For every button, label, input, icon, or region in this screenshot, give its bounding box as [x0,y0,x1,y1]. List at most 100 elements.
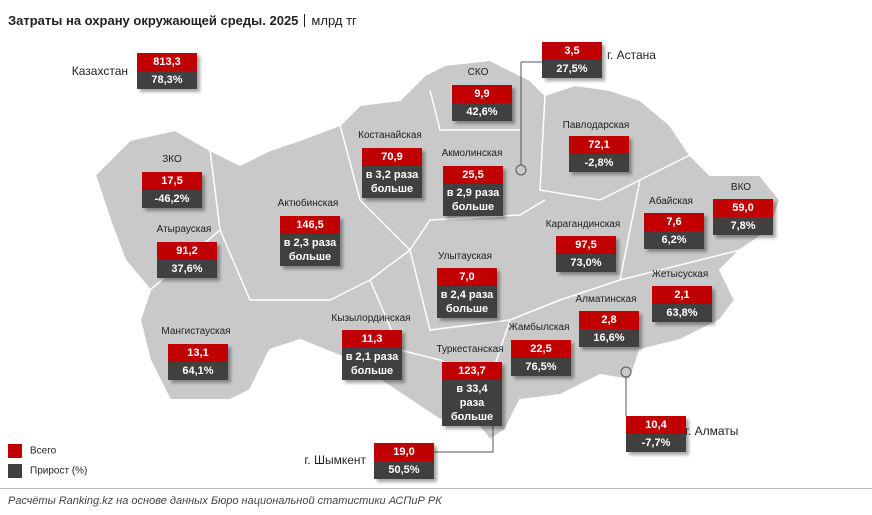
growth-value: 63,8% [652,304,712,322]
total-value: 72,1 [569,136,629,154]
total-value: 97,5 [556,236,616,254]
region-box: 10,4 -7,7% [626,416,686,452]
legend-label: Всего [30,445,57,457]
total-value: 25,5 [443,166,503,184]
growth-value: -46,2% [142,190,202,208]
growth-value: 78,3% [137,71,197,89]
region-box: 2,1 63,8% [652,286,712,322]
growth-value: -7,7% [626,434,686,452]
region-box: 13,1 64,1% [168,344,228,380]
region-box: 3,5 27,5% [542,42,602,78]
total-value: 2,8 [579,311,639,329]
region-name: г. Алматы [685,424,739,438]
growth-value: в 2,9 раза больше [443,184,503,216]
region-box: 17,5 -46,2% [142,172,202,208]
total-value: 10,4 [626,416,686,434]
region-box: 72,1 -2,8% [569,136,629,172]
divider [0,488,872,489]
region-box: 91,2 37,6% [157,242,217,278]
region-box: 25,5 в 2,9 раза больше [443,166,503,216]
region-name: Атырауская [156,224,212,235]
almaty-dot [620,366,632,378]
growth-value: 73,0% [556,254,616,272]
legend-growth: Прирост (%) [8,464,87,478]
total-value: 813,3 [137,53,197,71]
region-box: 146,5 в 2,3 раза больше [280,216,340,266]
total-value: 19,0 [374,443,434,461]
region-name: Мангистауская [161,326,231,337]
growth-value: 7,8% [713,217,773,235]
growth-value: в 33,4 раза больше [442,380,502,426]
title: Затраты на охрану окружающей среды. 2025… [8,13,357,28]
shymkent-pointer [434,416,494,453]
growth-value: 37,6% [157,260,217,278]
region-box: 2,8 16,6% [579,311,639,347]
region-box: 9,9 42,6% [452,85,512,121]
total-value: 7,0 [437,268,497,286]
total-value: 7,6 [644,213,704,231]
astana-dot [515,164,527,176]
region-name: Костанайская [358,130,422,141]
region-box: 97,5 73,0% [556,236,616,272]
growth-value: 50,5% [374,461,434,479]
region-name: Жетысуская [651,269,709,280]
title-text: Затраты на охрану окружающей среды. 2025 [8,13,299,28]
region-name: Абайская [649,196,693,207]
region-box: 7,6 6,2% [644,213,704,249]
total-value: 11,3 [342,330,402,348]
growth-value: -2,8% [569,154,629,172]
growth-value: 42,6% [452,103,512,121]
region-name: Туркестанская [436,344,504,355]
region-name: Актюбинская [277,198,339,209]
region-name: Улытауская [437,251,493,262]
region-name: Казахстан [71,64,128,78]
total-value: 70,9 [362,148,422,166]
total-value: 17,5 [142,172,202,190]
region-name: г. Астана [607,48,656,62]
growth-value: в 2,1 раза больше [342,348,402,380]
total-value: 123,7 [442,362,502,380]
region-name: Карагандинская [545,219,621,230]
region-name: Павлодарская [562,120,630,131]
growth-value: 76,5% [511,358,571,376]
legend-total: Всего [8,444,56,458]
total-value: 9,9 [452,85,512,103]
total-value: 3,5 [542,42,602,60]
total-value: 2,1 [652,286,712,304]
region-name: Жамбылская [508,322,570,333]
growth-value: в 2,4 раза больше [437,286,497,318]
legend-label: Прирост (%) [30,465,88,477]
total-value: 146,5 [280,216,340,234]
region-box: 123,7 в 33,4 раза больше [442,362,502,426]
total-value: 91,2 [157,242,217,260]
region-name: СКО [467,67,489,78]
growth-value: 64,1% [168,362,228,380]
total-value: 22,5 [511,340,571,358]
total-value: 59,0 [713,199,773,217]
region-box: 7,0 в 2,4 раза больше [437,268,497,318]
region-name: ЗКО [162,154,182,165]
region-box: 19,0 50,5% [374,443,434,479]
region-box: 813,3 78,3% [137,53,197,89]
region-name: Алматинская [575,294,637,305]
growth-value: 6,2% [644,231,704,249]
region-name: Акмолинская [441,148,503,159]
region-name: Кызылординская [331,313,411,324]
growth-value: в 2,3 раза больше [280,234,340,266]
total-value: 13,1 [168,344,228,362]
unit: млрд тг [311,13,357,28]
region-box: 11,3 в 2,1 раза больше [342,330,402,380]
region-name: ВКО [730,182,752,193]
region-box: 70,9 в 3,2 раза больше [362,148,422,198]
region-box: 59,0 7,8% [713,199,773,235]
borders [149,89,741,381]
separator [304,14,306,27]
source: Расчёты Ranking.kz на основе данных Бюро… [8,495,442,507]
growth-value: в 3,2 раза больше [362,166,422,198]
region-name: г. Шымкент [304,453,366,467]
growth-value: 16,6% [579,329,639,347]
region-box: 22,5 76,5% [511,340,571,376]
growth-value: 27,5% [542,60,602,78]
